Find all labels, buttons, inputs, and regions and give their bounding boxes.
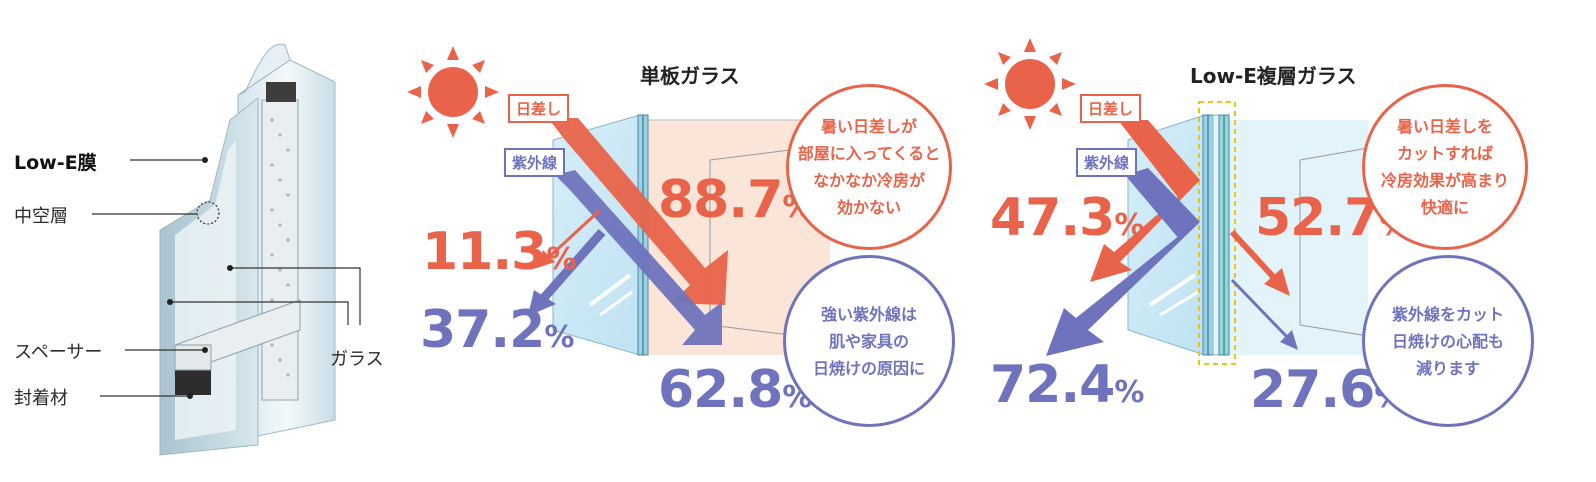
lowe-sun-tag: 日差し	[1080, 94, 1142, 123]
label-sealant: 封着材	[14, 388, 68, 409]
label-spacer: スペーサー	[14, 342, 103, 363]
single-sun-tag: 日差し	[508, 94, 570, 123]
single-transmit-uv-value: 62.8%	[658, 360, 812, 420]
lowe-sun-bubble: 暑い日差しを カットすれば 冷房効果が高まり 快適に	[1362, 84, 1528, 250]
sun-icon	[407, 46, 499, 138]
lowe-sun-bubble-text: 暑い日差しを カットすれば 冷房効果が高まり 快適に	[1380, 117, 1509, 217]
single-sun-bubble: 暑い日差しが 部屋に入ってくると なかなか冷房が 効かない	[786, 84, 952, 250]
lowe-reflect-uv-value: 72.4%	[990, 355, 1144, 415]
lowe-reflect-sun-value: 47.3%	[990, 188, 1144, 248]
window-section-illustration	[92, 43, 361, 456]
label-hollow-layer: 中空層	[14, 206, 68, 227]
single-uv-bubble: 強い紫外線は 肌や家具の 日焼けの原因に	[783, 255, 955, 427]
lowe-glass-title: Low-E複層ガラス	[1190, 64, 1357, 88]
lowe-uv-bubble-text: 紫外線をカット 日焼けの心配も 減ります	[1391, 304, 1504, 378]
single-uv-bubble-text: 強い紫外線は 肌や家具の 日焼けの原因に	[812, 304, 925, 378]
single-sun-bubble-text: 暑い日差しが 部屋に入ってくると なかなか冷房が 効かない	[797, 117, 941, 217]
lowe-uv-tag: 紫外線	[1076, 148, 1138, 177]
single-glass-arrows	[528, 118, 728, 345]
single-transmit-sun-value: 88.7%	[658, 170, 812, 230]
lowe-uv-bubble: 紫外線をカット 日焼けの心配も 減ります	[1362, 255, 1534, 427]
single-uv-tag: 紫外線	[504, 148, 566, 177]
single-reflect-uv-value: 37.2%	[420, 300, 574, 360]
label-glass: ガラス	[330, 349, 384, 370]
sun-icon	[984, 38, 1076, 130]
single-reflect-sun-value: 11.3%	[422, 222, 576, 282]
single-glass-title: 単板ガラス	[640, 64, 740, 88]
label-lowe-film: Low-E膜	[14, 152, 97, 174]
lowe-glass-arrows	[1046, 120, 1298, 356]
